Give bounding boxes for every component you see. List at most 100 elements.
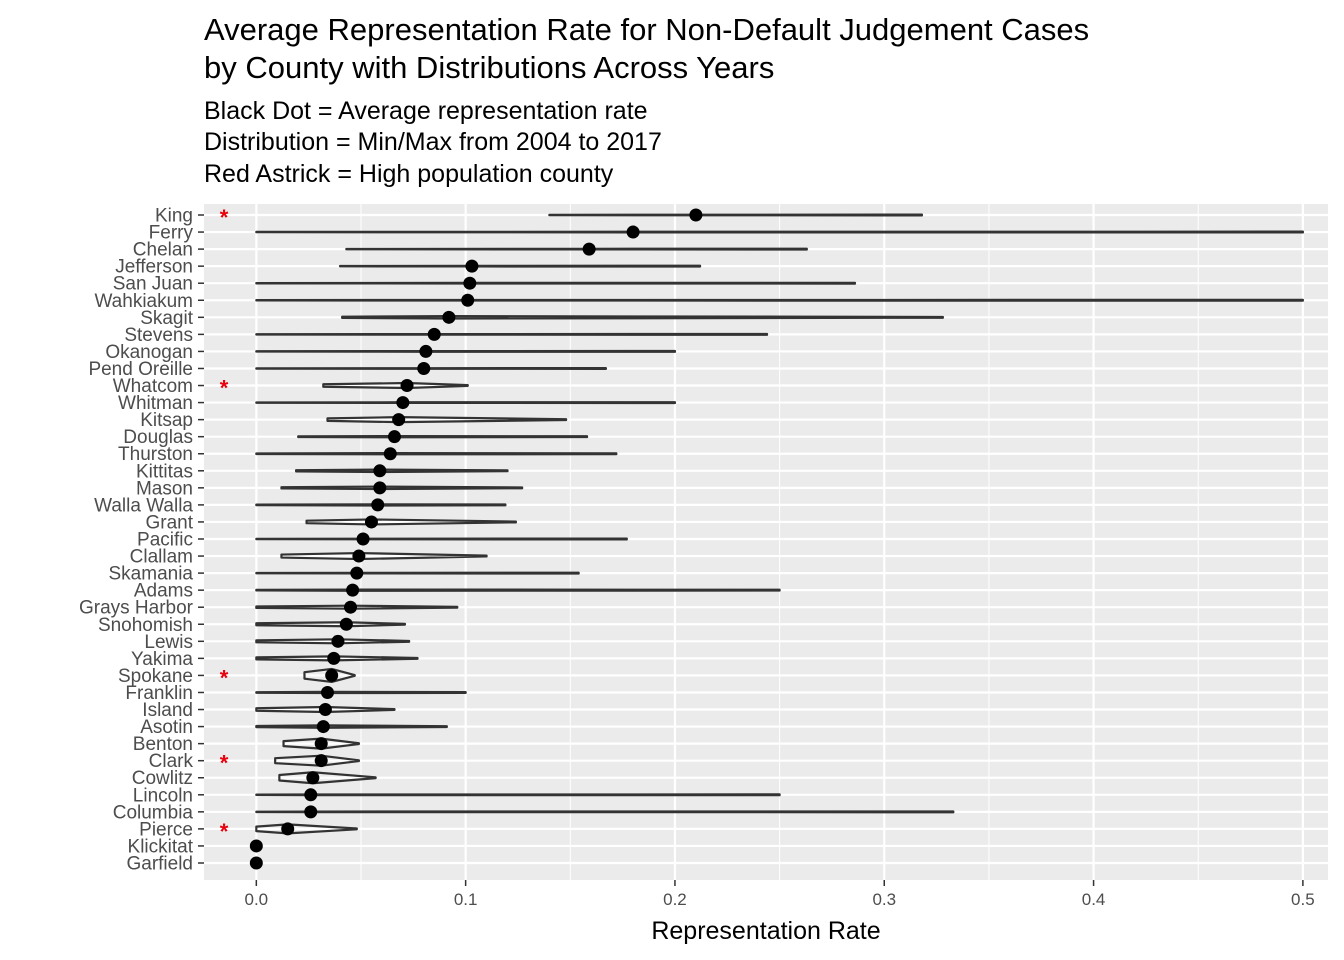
- violin-pacific: [255, 537, 628, 541]
- violin-jefferson: [338, 264, 702, 268]
- y-tick-label: Island: [142, 700, 193, 721]
- y-tick-label: Kitsap: [140, 410, 193, 431]
- y-tick-label: Okanogan: [105, 342, 193, 363]
- mean-dot-okanogan: [419, 344, 433, 358]
- y-tick-label: Yakima: [131, 649, 193, 670]
- y-tick-label: Klickitat: [128, 836, 194, 857]
- violin-asotin: [255, 724, 448, 729]
- violin-skamania: [255, 571, 580, 575]
- mean-dot-franklin: [320, 685, 334, 699]
- mean-dot-mason: [373, 481, 387, 495]
- y-tick-label: Ferry: [149, 223, 194, 244]
- y-tick-label: Clallam: [130, 547, 193, 568]
- mean-dot-skagit: [442, 310, 456, 324]
- y-tick-label: Pierce: [139, 819, 193, 840]
- y-tick-label: Douglas: [123, 427, 193, 448]
- x-axis: 0.0 0.1 0.2 0.3 0.4 0.5: [245, 880, 1315, 909]
- mean-dot-san-juan: [463, 276, 477, 290]
- chart-title-line-1: Average Representation Rate for Non-Defa…: [204, 12, 1089, 47]
- mean-dot-kitsap: [392, 413, 406, 427]
- y-tick-label: Franklin: [125, 683, 193, 704]
- violin-whitman: [255, 401, 677, 405]
- mean-dot-adams: [346, 583, 360, 597]
- high-population-star: *: [220, 819, 229, 844]
- y-tick-label: Wahkiakum: [94, 291, 193, 312]
- mean-dot-chelan: [582, 242, 596, 256]
- high-population-star: *: [220, 205, 229, 230]
- violin-chelan: [345, 247, 808, 251]
- violin-stevens: [255, 332, 769, 336]
- y-tick-label: King: [155, 206, 193, 227]
- mean-dot-kittitas: [373, 464, 387, 478]
- y-tick-label: Spokane: [118, 666, 193, 687]
- mean-dot-douglas: [387, 430, 401, 444]
- mean-dot-klickitat: [249, 839, 263, 853]
- mean-dot-grays-harbor: [344, 600, 358, 614]
- violin-spokane: [303, 667, 356, 684]
- high-population-star: *: [220, 665, 229, 690]
- violin-mason: [280, 485, 524, 491]
- y-tick-label: Whitman: [118, 393, 193, 414]
- y-tick-label: Snohomish: [98, 615, 193, 636]
- y-tick-label: Thurston: [118, 444, 193, 465]
- mean-dot-clallam: [352, 549, 366, 563]
- y-tick-label: Kittitas: [136, 461, 193, 482]
- x-tick-label: 0.2: [663, 890, 687, 909]
- chart-titles: Average Representation Rate for Non-Defa…: [204, 12, 1089, 188]
- chart-subtitle-line-2: Distribution = Min/Max from 2004 to 2017: [204, 128, 662, 156]
- violin-san-juan: [255, 281, 857, 285]
- x-tick-label: 0.0: [245, 890, 269, 909]
- y-tick-label: Walla Walla: [94, 495, 193, 516]
- y-tick-label: Lincoln: [133, 785, 193, 806]
- y-tick-label: Adams: [134, 581, 193, 602]
- y-tick-label: Asotin: [140, 717, 193, 738]
- mean-dot-stevens: [427, 327, 441, 341]
- mean-dot-pierce: [281, 822, 295, 836]
- y-tick-label: Cowlitz: [132, 768, 193, 789]
- y-tick-label: Whatcom: [113, 376, 193, 397]
- mean-dot-spokane: [325, 668, 339, 682]
- violin-king: [548, 213, 924, 217]
- mean-dot-asotin: [316, 720, 330, 734]
- mean-dot-snohomish: [339, 617, 353, 631]
- high-population-star: *: [220, 751, 229, 776]
- y-tick-label: Stevens: [124, 325, 193, 346]
- mean-dot-walla-walla: [371, 498, 385, 512]
- violin-wahkiakum: [255, 298, 1304, 302]
- y-tick-label: Jefferson: [115, 257, 193, 278]
- mean-dot-ferry: [626, 225, 640, 239]
- high-population-star: *: [220, 376, 229, 401]
- mean-dot-island: [318, 703, 332, 717]
- mean-dot-cowlitz: [306, 771, 320, 785]
- x-axis-label: Representation Rate: [651, 917, 880, 945]
- y-tick-label: Pend Oreille: [88, 359, 193, 380]
- mean-dots: [249, 208, 703, 870]
- mean-dot-pend-oreille: [417, 361, 431, 375]
- y-tick-label: Garfield: [126, 854, 193, 875]
- mean-dot-whatcom: [400, 379, 414, 393]
- chart-subtitle-line-1: Black Dot = Average representation rate: [204, 97, 648, 125]
- y-tick-label: Chelan: [133, 240, 193, 261]
- violin-adams: [255, 588, 781, 592]
- high-population-markers: * * * * *: [220, 205, 229, 844]
- mean-dot-thurston: [383, 447, 397, 461]
- x-tick-label: 0.1: [454, 890, 478, 909]
- mean-dot-yakima: [327, 651, 341, 665]
- y-tick-label: Columbia: [113, 802, 194, 823]
- y-tick-label: Pacific: [137, 530, 193, 551]
- mean-dot-king: [689, 208, 703, 222]
- violin-pend-oreille: [255, 366, 607, 370]
- y-tick-label: Mason: [136, 478, 193, 499]
- mean-dot-columbia: [304, 805, 318, 819]
- mean-dot-benton: [314, 737, 328, 751]
- violin-douglas: [297, 434, 589, 439]
- violin-kittitas: [294, 468, 509, 474]
- y-tick-label: Skagit: [140, 308, 194, 329]
- violin-thurston: [255, 452, 618, 456]
- mean-dot-whitman: [396, 396, 410, 410]
- x-tick-label: 0.3: [872, 890, 896, 909]
- mean-dot-wahkiakum: [461, 293, 475, 307]
- violin-okanogan: [255, 349, 677, 353]
